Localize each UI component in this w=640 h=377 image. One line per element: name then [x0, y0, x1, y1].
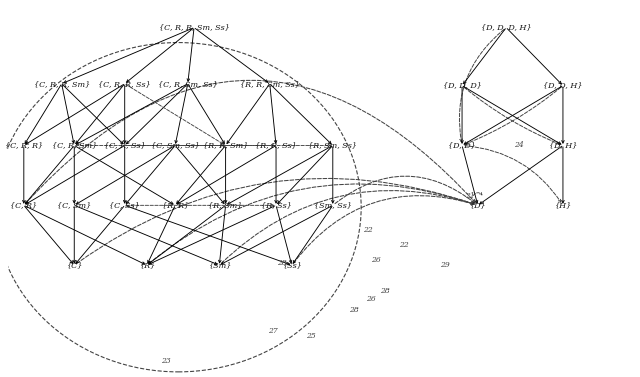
Text: {D}: {D}: [470, 201, 486, 209]
Text: {C, Ss}: {C, Ss}: [109, 201, 140, 209]
Text: 22: 22: [399, 241, 409, 249]
FancyArrowPatch shape: [473, 193, 482, 196]
Text: 29: 29: [440, 261, 450, 269]
Text: 28: 28: [380, 287, 390, 296]
Text: {R, Sm}: {R, Sm}: [209, 201, 243, 209]
FancyArrowPatch shape: [465, 146, 561, 202]
Text: {C, R}: {C, R}: [10, 201, 37, 209]
Text: {R, R, Ss}: {R, R, Ss}: [255, 141, 297, 149]
Text: {C, R, R}: {C, R, R}: [4, 141, 43, 149]
Text: {D, D}: {D, D}: [448, 141, 476, 149]
Text: {C, R, Sm, Ss}: {C, R, Sm, Ss}: [158, 80, 218, 88]
Text: {D, D, D, H}: {D, D, D, H}: [481, 24, 531, 32]
FancyArrowPatch shape: [460, 29, 504, 142]
Text: 25: 25: [306, 332, 316, 340]
Text: {C, R, Sm}: {C, R, Sm}: [52, 141, 97, 149]
Text: {C, Sm}: {C, Sm}: [57, 201, 92, 209]
Text: {R, R, Sm}: {R, R, Sm}: [203, 141, 248, 149]
Text: {R}: {R}: [139, 261, 155, 269]
Text: 22: 22: [363, 226, 372, 234]
FancyArrowPatch shape: [221, 190, 474, 263]
FancyArrowPatch shape: [335, 176, 475, 204]
Text: {C, R, R, Ss}: {C, R, R, Ss}: [99, 80, 151, 88]
Text: 21: 21: [465, 192, 475, 200]
FancyArrowPatch shape: [77, 178, 474, 264]
FancyArrowPatch shape: [26, 80, 475, 203]
Text: {C, R, Ss}: {C, R, Ss}: [104, 141, 145, 149]
FancyArrowPatch shape: [464, 87, 559, 144]
Text: 28: 28: [278, 259, 287, 267]
FancyArrowPatch shape: [466, 87, 561, 144]
FancyArrowPatch shape: [294, 196, 474, 263]
Text: {C}: {C}: [66, 261, 83, 269]
FancyArrowPatch shape: [149, 184, 474, 264]
Text: {H}: {H}: [554, 201, 572, 209]
Text: {R, R, Sm, Ss}: {R, R, Sm, Ss}: [240, 80, 300, 88]
Text: 23: 23: [161, 357, 171, 365]
Text: 28: 28: [349, 306, 358, 314]
Text: {D, D, H}: {D, D, H}: [543, 81, 582, 90]
Text: {D, H}: {D, H}: [548, 141, 577, 149]
Text: {C, Sm, Ss}: {C, Sm, Ss}: [150, 141, 200, 149]
Text: {R, R}: {R, R}: [161, 201, 189, 209]
Text: {R, Sm, Ss}: {R, Sm, Ss}: [308, 141, 357, 149]
Text: 27: 27: [268, 327, 278, 335]
Text: {Ss}: {Ss}: [282, 261, 301, 269]
Text: {C, R, R, Sm, Ss}: {C, R, R, Sm, Ss}: [159, 24, 230, 32]
Text: 24: 24: [514, 141, 524, 149]
Text: {Sm}: {Sm}: [207, 261, 231, 269]
Text: {C, R, R, Sm}: {C, R, R, Sm}: [33, 80, 90, 88]
Text: {D, D, D}: {D, D, D}: [443, 81, 481, 90]
Text: 26: 26: [371, 256, 381, 264]
Text: {R, Ss}: {R, Ss}: [260, 201, 291, 209]
Text: {Sm, Ss}: {Sm, Ss}: [314, 201, 352, 209]
Text: 26: 26: [365, 295, 376, 303]
